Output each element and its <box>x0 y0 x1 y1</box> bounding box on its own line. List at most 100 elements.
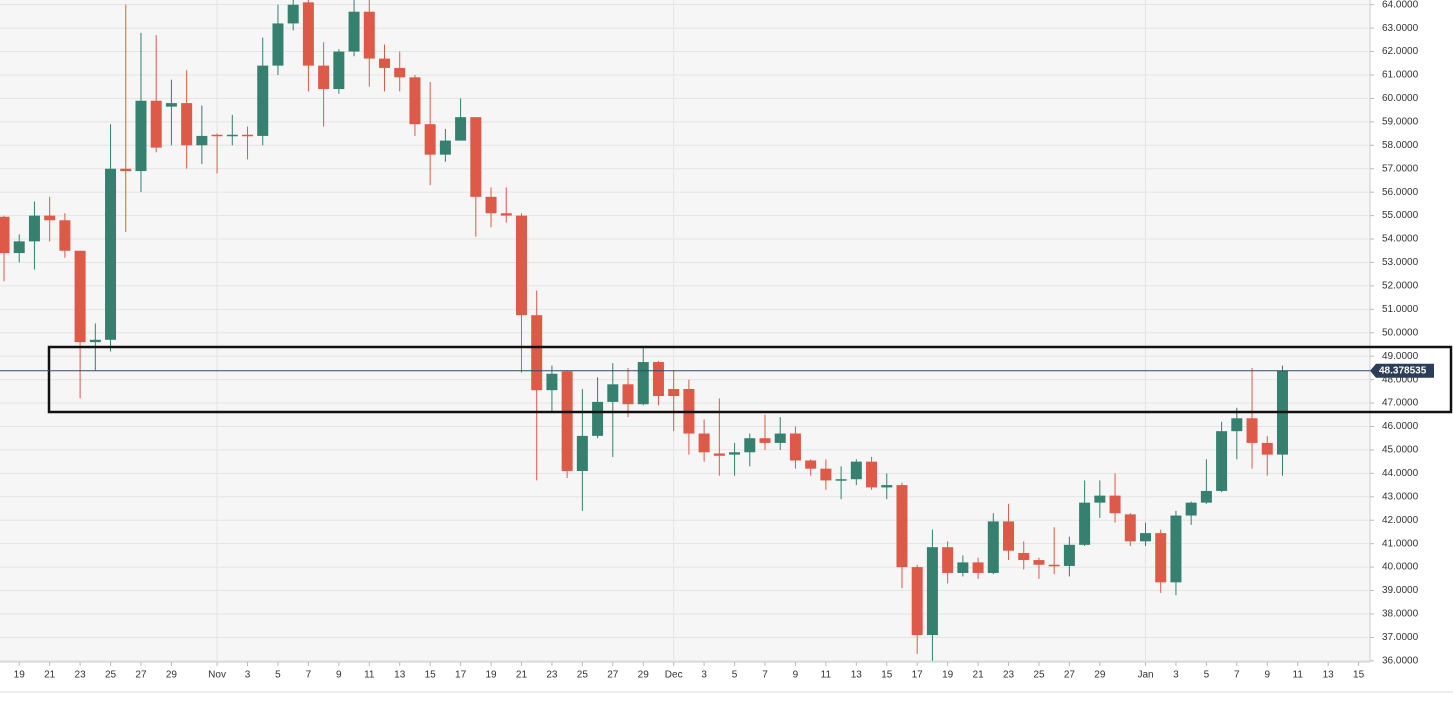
candle-body <box>942 547 954 573</box>
x-tick-label: 11 <box>1293 670 1304 681</box>
candle-body <box>1140 533 1151 542</box>
x-tick-label: 27 <box>607 670 619 681</box>
candle-body <box>257 65 269 136</box>
x-tick-label: Nov <box>208 670 226 681</box>
x-tick-label: 17 <box>455 670 467 681</box>
candle-body <box>394 67 406 78</box>
y-tick-label: 45.0000 <box>1382 445 1419 456</box>
x-tick-label: 23 <box>1003 670 1015 681</box>
y-tick-label: 62.0000 <box>1382 46 1419 57</box>
candle-body <box>698 433 710 453</box>
x-tick-label: 5 <box>732 670 738 681</box>
candle-body <box>713 453 725 456</box>
candle-body <box>1063 544 1075 566</box>
y-tick-label: 36.0000 <box>1382 655 1419 666</box>
x-tick-label: 7 <box>306 670 312 681</box>
candle-body <box>607 384 619 402</box>
annotation-box <box>47 345 1453 414</box>
y-tick-label: 59.0000 <box>1382 116 1419 127</box>
candle-body <box>896 485 908 568</box>
x-tick-label: 3 <box>701 670 707 681</box>
candle-body <box>1048 564 1060 567</box>
candle-body <box>44 215 56 221</box>
y-tick-label: 49.0000 <box>1382 351 1419 362</box>
candle-body <box>1109 495 1121 514</box>
candle-body <box>348 11 360 52</box>
candle-body <box>789 433 801 461</box>
x-tick-label: 15 <box>425 670 437 681</box>
y-tick-label: 40.0000 <box>1382 562 1419 573</box>
x-tick-label: 9 <box>1264 670 1270 681</box>
y-tick-label: 64.0000 <box>1382 0 1419 10</box>
x-tick-label: 13 <box>394 670 406 681</box>
x-tick-label: 9 <box>793 670 799 681</box>
candle-body <box>561 371 573 472</box>
x-tick-label: 19 <box>942 670 954 681</box>
candle-body <box>150 100 162 148</box>
candle-body <box>911 567 923 636</box>
x-tick-label: 29 <box>1094 670 1106 681</box>
y-tick-label: 38.0000 <box>1382 609 1419 620</box>
x-tick-label: 29 <box>166 670 178 681</box>
x-tick-label: 15 <box>881 670 893 681</box>
x-tick-label: 27 <box>135 670 147 681</box>
x-tick-label: 19 <box>485 670 497 681</box>
candle-body <box>515 215 527 316</box>
candle-body <box>987 521 999 573</box>
x-tick-label: 21 <box>973 670 985 681</box>
candle-body <box>622 384 634 405</box>
x-tick-label: 15 <box>1353 670 1365 681</box>
candle-body <box>652 362 664 397</box>
candle-body <box>1261 442 1273 455</box>
candle-body <box>242 134 254 137</box>
y-tick-label: 63.0000 <box>1382 23 1419 34</box>
candle-body <box>59 220 71 251</box>
candle-body <box>363 11 375 59</box>
candle-body <box>1094 495 1106 503</box>
y-tick-label: 48.0000 <box>1382 374 1419 385</box>
candle-body <box>424 124 436 155</box>
x-tick-label: 17 <box>912 670 924 681</box>
x-tick-label: 11 <box>364 670 375 681</box>
candle-body <box>135 100 147 172</box>
x-tick-label: 13 <box>851 670 863 681</box>
y-tick-label: 37.0000 <box>1382 632 1419 643</box>
candle-body <box>668 388 680 397</box>
y-tick-label: 60.0000 <box>1382 93 1419 104</box>
candle-body <box>926 547 938 636</box>
candle-body <box>576 435 588 472</box>
candle-body <box>1170 515 1182 583</box>
y-tick-label: 55.0000 <box>1382 210 1419 221</box>
candle-body <box>957 562 969 573</box>
candle-body <box>379 58 390 68</box>
y-tick-label: 41.0000 <box>1382 538 1419 549</box>
y-tick-label: 43.0000 <box>1382 491 1419 502</box>
x-tick-label: 5 <box>1204 670 1210 681</box>
candle-body <box>1246 418 1258 443</box>
candle-body <box>1033 560 1045 565</box>
x-tick-label: 23 <box>546 670 558 681</box>
candle-body <box>13 241 25 254</box>
candle-body <box>637 362 649 405</box>
plot-area <box>0 0 1370 662</box>
candle-body <box>1200 490 1212 503</box>
candle-body <box>744 438 756 453</box>
candle-body <box>759 438 771 443</box>
candle-body <box>287 4 299 24</box>
y-tick-label: 46.0000 <box>1382 421 1419 432</box>
x-tick-label: 27 <box>1064 670 1076 681</box>
candle-body <box>105 168 117 340</box>
candle-body <box>120 168 132 172</box>
candle-body <box>1079 502 1091 545</box>
candle-body <box>196 135 208 146</box>
candle-body <box>226 134 238 137</box>
x-tick-label: 25 <box>577 670 589 681</box>
y-tick-label: 58.0000 <box>1382 140 1419 151</box>
x-tick-label: 13 <box>1323 670 1335 681</box>
candle-body <box>774 433 786 443</box>
y-tick-label: 50.0000 <box>1382 327 1419 338</box>
candle-body <box>592 401 604 436</box>
last-price-label: 48.378535 <box>1379 365 1427 376</box>
y-tick-label: 57.0000 <box>1382 163 1419 174</box>
